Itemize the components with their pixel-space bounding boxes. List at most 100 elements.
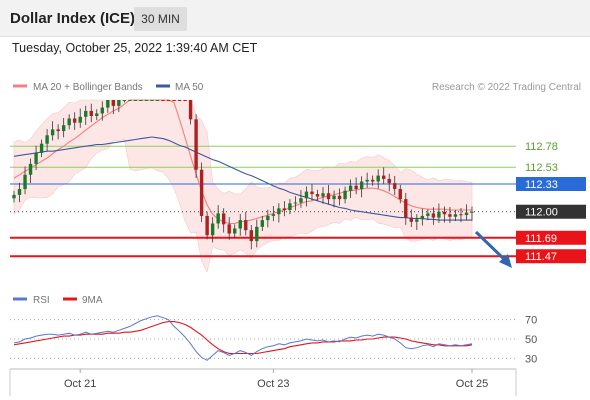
candle-body	[464, 212, 469, 216]
candle-body	[95, 113, 99, 116]
candle-body	[221, 213, 226, 225]
candle-body	[194, 119, 198, 170]
candle-body	[45, 135, 49, 144]
candle-body	[89, 110, 93, 116]
ma20-line	[13, 99, 472, 225]
legend-rsi-label: RSI	[33, 295, 50, 306]
candle-body	[205, 215, 209, 236]
candle-body	[415, 219, 419, 222]
legend-ma50-label: MA 50	[175, 82, 204, 93]
rsi-tick-label: 30	[525, 353, 537, 365]
candle-body	[288, 203, 292, 211]
x-tick-label: Oct 25	[456, 378, 488, 390]
candle-body	[238, 220, 242, 229]
bollinger-band	[13, 99, 473, 273]
legend-9ma-label: 9MA	[82, 295, 103, 306]
level-tag-current	[516, 204, 586, 219]
level-label-pivot: 112.33	[525, 179, 558, 191]
level-label-current: 112.00	[525, 207, 558, 219]
rsi-tick-label: 50	[525, 334, 537, 346]
candle-body	[453, 214, 458, 217]
candle-body	[72, 118, 77, 123]
candle-body	[111, 100, 116, 106]
candle-body	[28, 163, 33, 175]
candle-body	[244, 220, 248, 231]
candle-body	[122, 100, 127, 101]
candle-body	[227, 224, 231, 234]
candle-body	[315, 194, 320, 197]
candle-body	[337, 195, 342, 200]
instrument-title: Dollar Index (ICE)	[10, 10, 136, 27]
candle-body	[210, 223, 215, 236]
candle-body	[144, 100, 149, 101]
candle-body	[387, 178, 391, 184]
candle-body	[348, 185, 353, 191]
rsi-line	[13, 315, 473, 361]
candle-body	[155, 100, 160, 101]
candle-body	[128, 100, 132, 101]
candle-body	[255, 226, 259, 242]
candle-body	[117, 100, 121, 106]
timeframe-button[interactable]: 30 MIN	[134, 7, 187, 31]
candle-body	[199, 169, 204, 216]
candle-body	[139, 100, 143, 101]
candle-body	[188, 100, 193, 120]
level-label-support: 111.69	[525, 233, 557, 245]
forecast-arrow-shaft	[474, 230, 507, 262]
candle-body	[437, 211, 441, 218]
candle-body	[326, 193, 331, 200]
rsi-tick-label: 70	[525, 315, 537, 327]
candle-body	[100, 107, 104, 114]
candle-body	[321, 193, 325, 197]
candle-body	[166, 100, 171, 101]
candle-body	[67, 118, 71, 126]
candle-body	[393, 183, 397, 190]
candle-body	[426, 213, 430, 216]
level-label-resistance: 112.53	[525, 162, 558, 174]
header-bar: Dollar Index (ICE) 30 MIN	[0, 0, 590, 37]
candle-body	[277, 208, 281, 215]
candle-body	[354, 185, 358, 190]
candle-body	[249, 230, 253, 242]
candle-body	[177, 100, 182, 101]
candle-body	[359, 181, 364, 190]
candle-body	[299, 198, 303, 203]
candle-body	[310, 191, 314, 195]
candle-body	[266, 215, 270, 221]
candle-body	[150, 100, 154, 101]
candle-body	[332, 195, 336, 200]
candle-body	[398, 189, 402, 200]
legend-ma20-label: MA 20 + Bollinger Bands	[33, 82, 143, 93]
candle-body	[282, 208, 287, 211]
candle-body	[34, 152, 38, 164]
credit-text: Research © 2022 Trading Central	[432, 82, 581, 93]
candle-body	[23, 174, 27, 190]
candle-body	[39, 143, 44, 153]
rsi-9ma-line	[13, 321, 473, 355]
candle-body	[233, 228, 237, 234]
candle-body	[106, 100, 110, 108]
level-tag-support	[516, 230, 586, 245]
candle-body	[271, 214, 276, 216]
candle-body	[382, 175, 386, 179]
forecast-arrow-head	[499, 254, 512, 268]
candle-body	[304, 191, 309, 199]
candle-body	[448, 214, 452, 217]
level-tag-support	[516, 249, 586, 264]
level-tag-pivot	[516, 177, 586, 191]
candle-body	[161, 100, 165, 101]
candle-body	[459, 214, 463, 216]
candle-body	[12, 194, 16, 199]
candle-body	[293, 202, 298, 204]
candle-body	[409, 217, 414, 222]
candle-body	[172, 100, 176, 101]
candle-body	[470, 211, 474, 213]
candle-body	[370, 179, 375, 182]
level-label-support: 111.47	[525, 251, 557, 263]
candle-body	[84, 110, 88, 117]
candle-body	[78, 116, 82, 123]
candle-body	[404, 199, 408, 218]
candle-body	[50, 129, 55, 136]
candle-body	[343, 190, 347, 200]
